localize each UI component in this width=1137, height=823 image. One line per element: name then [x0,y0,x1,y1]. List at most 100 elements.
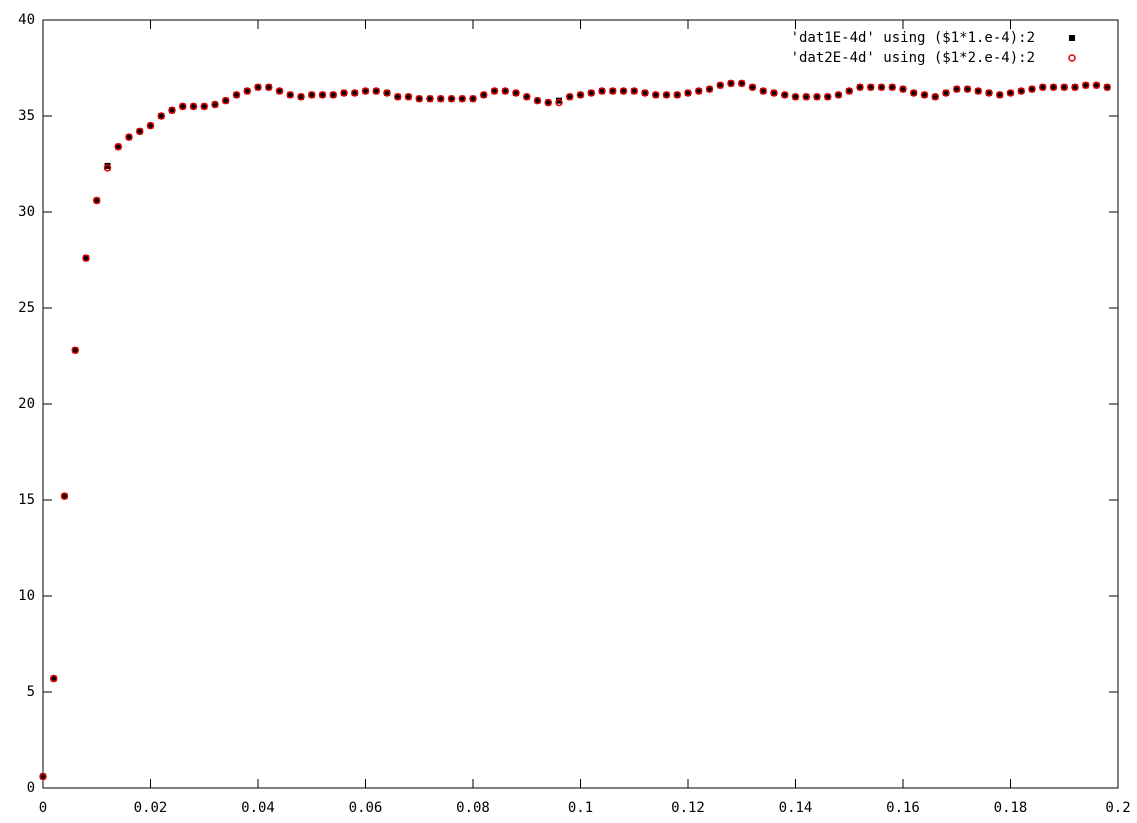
point [1093,82,1100,89]
point [856,83,864,91]
point [179,102,187,111]
point [83,255,89,262]
point [663,91,670,98]
point [1104,84,1111,91]
point [50,675,57,682]
x-tick-label: 0.02 [134,800,168,816]
point [673,91,681,99]
point [1007,89,1014,96]
point [373,88,380,95]
point [717,82,724,89]
y-tick-label: 40 [18,12,35,28]
point [480,91,488,99]
point [265,83,273,91]
legend-label: 'dat1E-4d' using ($1*1.e-4):2 [791,30,1035,46]
point [1092,81,1101,90]
point [813,93,821,101]
point [576,91,585,99]
point [319,91,326,98]
point [351,89,358,96]
point [490,87,499,95]
point [362,88,369,95]
x-tick-label: 0.16 [886,800,920,816]
point [71,346,79,354]
point [330,91,337,98]
point [1071,83,1079,91]
point [759,87,767,95]
point [695,87,703,95]
point [502,88,509,95]
point [534,97,541,104]
point [341,89,347,96]
point [190,103,197,110]
point [931,93,939,101]
point [803,93,810,100]
point [888,83,896,91]
point [286,91,294,99]
point [878,84,885,91]
point [845,87,853,95]
point [899,85,907,93]
legend-marker [1068,54,1076,62]
point [157,112,165,120]
point [383,89,391,97]
point [1006,89,1015,97]
point [212,101,218,108]
point [232,91,241,99]
point [544,98,552,107]
plot-border [42,19,1119,789]
point [802,93,810,101]
point [60,492,69,500]
point [447,94,456,103]
y-tick-label: 10 [18,588,35,604]
point [685,89,691,96]
point [641,89,649,97]
point [599,88,605,95]
point [523,93,530,100]
legend-label: 'dat2E-4d' using ($1*2.e-4):2 [791,50,1035,66]
y-tick-label: 30 [18,204,35,220]
point [222,97,229,104]
point [512,89,520,97]
point [200,102,208,111]
point [1017,87,1025,95]
point [652,91,659,98]
y-tick-label: 5 [27,684,35,700]
point [470,95,476,102]
x-tick-label: 0.06 [349,800,383,816]
y-tick-label: 35 [18,108,35,124]
point [727,79,735,88]
point [792,93,799,100]
point [265,84,272,91]
point [867,83,875,91]
point [791,93,800,101]
point [244,88,251,95]
point [942,89,950,97]
point [728,80,734,87]
point [975,88,982,95]
point [308,91,315,98]
point [964,86,971,93]
point [857,84,863,91]
point [189,102,198,111]
x-tick-label: 0.12 [671,800,705,816]
point [458,94,466,103]
point [705,85,714,93]
point [545,99,552,106]
point [61,493,68,500]
point [427,95,433,102]
point [394,93,401,100]
point [523,93,531,101]
point [824,93,831,100]
point [459,95,466,102]
x-tick-label: 0 [39,800,47,816]
point [126,134,132,141]
point [674,91,681,98]
point [620,88,627,95]
point [361,87,370,95]
point [416,95,423,102]
point [588,89,595,96]
point [1082,82,1089,89]
point [404,93,413,101]
point [900,86,906,93]
